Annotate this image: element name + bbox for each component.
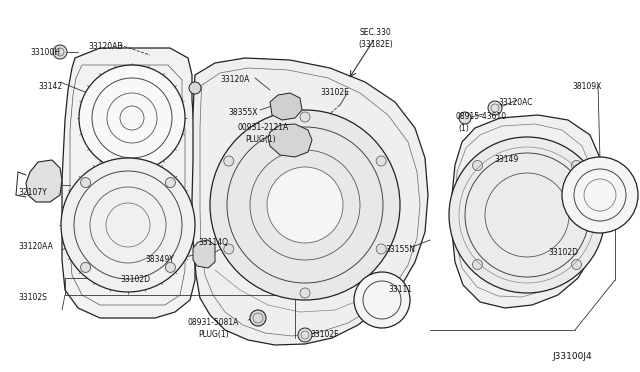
- Text: (1): (1): [458, 124, 468, 133]
- Polygon shape: [270, 93, 302, 120]
- Polygon shape: [268, 124, 312, 157]
- Circle shape: [459, 112, 471, 124]
- Text: 33102E: 33102E: [320, 88, 349, 97]
- Circle shape: [189, 82, 201, 94]
- Circle shape: [250, 310, 266, 326]
- Text: SEC.330: SEC.330: [360, 28, 392, 37]
- Polygon shape: [452, 115, 602, 308]
- Text: 33120AA: 33120AA: [18, 242, 53, 251]
- Circle shape: [165, 262, 175, 272]
- Circle shape: [472, 260, 483, 269]
- Circle shape: [354, 272, 410, 328]
- Text: 33102D: 33102D: [120, 275, 150, 284]
- Text: 33142: 33142: [38, 82, 62, 91]
- Text: 32107Y: 32107Y: [18, 188, 47, 197]
- Circle shape: [300, 112, 310, 122]
- Circle shape: [572, 260, 582, 269]
- Circle shape: [165, 177, 175, 187]
- Text: 33102D: 33102D: [548, 248, 578, 257]
- Text: 33114Q: 33114Q: [198, 238, 228, 247]
- Text: 33100H: 33100H: [30, 48, 60, 57]
- Circle shape: [81, 262, 91, 272]
- Circle shape: [79, 65, 185, 171]
- Text: 38109X: 38109X: [572, 82, 602, 91]
- Text: 08915-43610: 08915-43610: [455, 112, 506, 121]
- Polygon shape: [192, 58, 428, 345]
- Text: 08931-5081A: 08931-5081A: [188, 318, 239, 327]
- Circle shape: [224, 244, 234, 254]
- Circle shape: [562, 157, 638, 233]
- Text: 33120AC: 33120AC: [498, 98, 532, 107]
- Polygon shape: [62, 48, 195, 318]
- Text: 33120AB: 33120AB: [88, 42, 122, 51]
- Circle shape: [267, 167, 343, 243]
- Circle shape: [300, 288, 310, 298]
- Text: 33111: 33111: [388, 285, 412, 294]
- Circle shape: [376, 156, 386, 166]
- Text: PLUG(1): PLUG(1): [245, 135, 276, 144]
- Text: 38355X: 38355X: [228, 108, 257, 117]
- Circle shape: [488, 101, 502, 115]
- Circle shape: [298, 328, 312, 342]
- Circle shape: [472, 160, 483, 170]
- Circle shape: [224, 156, 234, 166]
- Circle shape: [376, 244, 386, 254]
- Circle shape: [210, 110, 400, 300]
- Circle shape: [572, 160, 582, 170]
- Text: 33102F: 33102F: [310, 330, 339, 339]
- Text: 33149: 33149: [494, 155, 518, 164]
- Polygon shape: [26, 160, 62, 202]
- Text: 33120A: 33120A: [220, 75, 250, 84]
- Text: PLUG(1): PLUG(1): [198, 330, 228, 339]
- Text: 33155N: 33155N: [385, 245, 415, 254]
- Circle shape: [61, 158, 195, 292]
- Text: 00931-2121A: 00931-2121A: [237, 123, 288, 132]
- Text: J33100J4: J33100J4: [552, 352, 592, 361]
- Text: (33182E): (33182E): [358, 40, 393, 49]
- Polygon shape: [193, 240, 215, 268]
- Circle shape: [53, 45, 67, 59]
- Text: 38349Y: 38349Y: [145, 255, 174, 264]
- Circle shape: [449, 137, 605, 293]
- Text: 33102S: 33102S: [18, 293, 47, 302]
- Circle shape: [81, 177, 91, 187]
